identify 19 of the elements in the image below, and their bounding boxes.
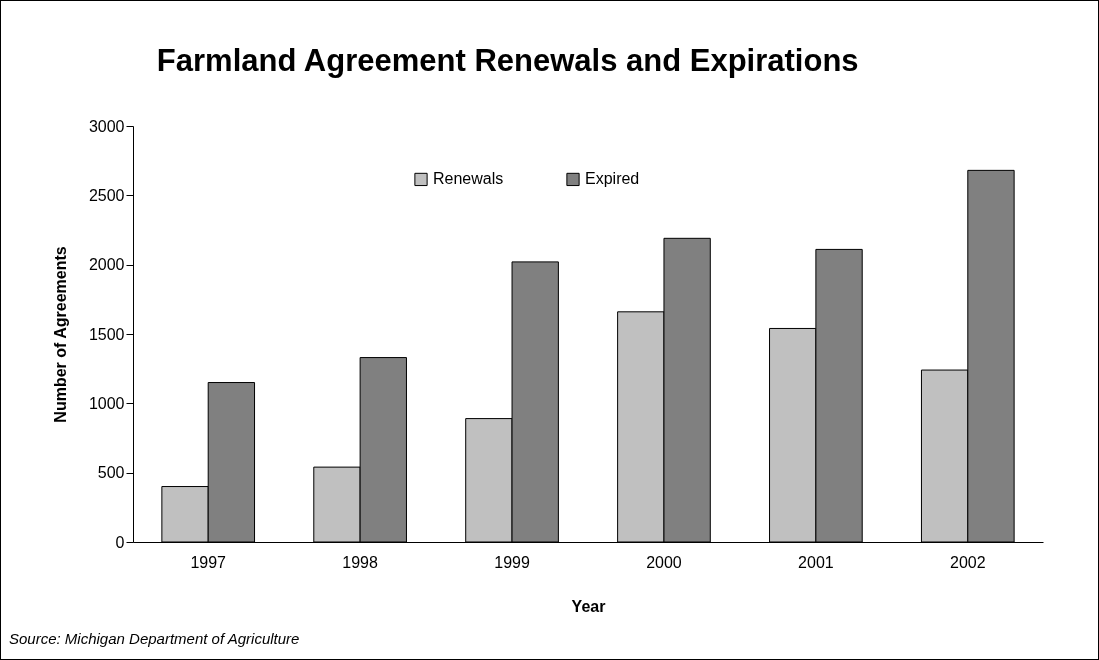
x-tick-label: 1997 (190, 553, 227, 571)
y-tick-label: 1500 (88, 325, 125, 343)
x-axis-title: Year (571, 597, 606, 615)
x-tick-label: 2002 (950, 553, 986, 571)
x-tick-label: 2001 (798, 553, 834, 571)
y-tick-label: 2500 (88, 186, 125, 204)
legend-label: Renewals (433, 170, 504, 188)
x-tick-label: 1998 (342, 553, 379, 571)
source-note: Source: Michigan Department of Agriculture (9, 630, 300, 647)
y-tick-label: 3000 (88, 117, 125, 135)
x-tick-label: 1999 (494, 553, 530, 571)
y-tick-label: 2000 (88, 256, 125, 274)
y-axis-title: Number of Agreements (51, 246, 69, 423)
chart-title: Farmland Agreement Renewals and Expirations (156, 43, 859, 78)
y-tick-label: 500 (97, 464, 125, 482)
y-tick-label: 1000 (88, 394, 125, 412)
x-tick-label: 2000 (646, 553, 682, 571)
legend-label: Expired (585, 170, 640, 188)
y-tick-label: 0 (115, 533, 125, 551)
